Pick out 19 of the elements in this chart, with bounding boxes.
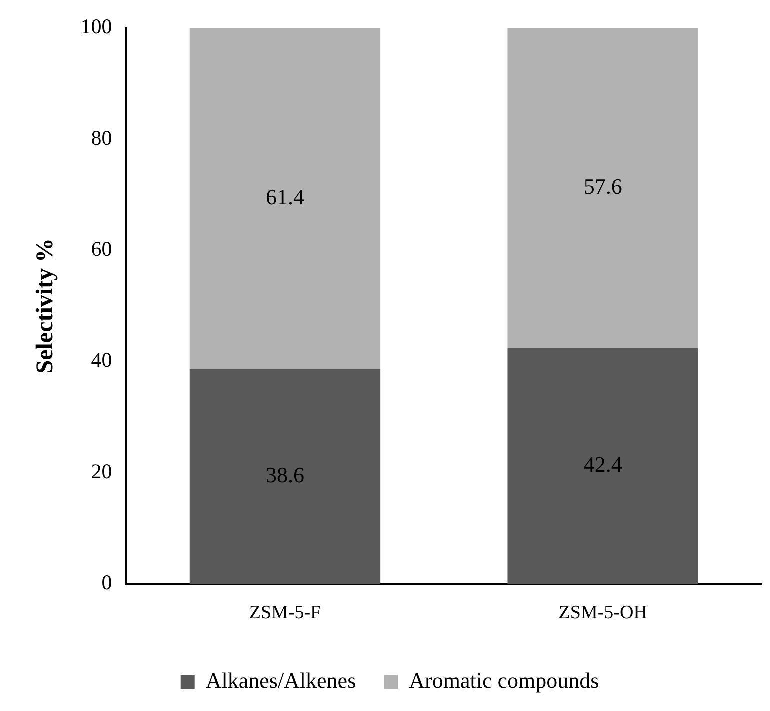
legend-label: Alkanes/Alkenes <box>206 668 356 693</box>
legend-label: Aromatic compounds <box>409 668 600 693</box>
y-tick-label: 80 <box>91 126 112 150</box>
y-tick-label: 0 <box>102 570 112 595</box>
bar <box>508 348 698 584</box>
data-label: 42.4 <box>584 452 622 478</box>
bar <box>508 28 698 348</box>
bar <box>190 370 381 584</box>
data-label: 38.6 <box>266 462 304 488</box>
y-tick-label: 40 <box>91 348 112 372</box>
data-label: 57.6 <box>584 174 622 199</box>
data-label: 61.4 <box>266 184 304 210</box>
y-tick-label: 100 <box>80 14 112 39</box>
y-tick-label: 20 <box>91 459 112 484</box>
y-axis-title: Selectivity % <box>32 238 59 374</box>
x-tick-label: ZSM-5-F <box>249 602 322 624</box>
y-tick-label: 60 <box>91 236 112 261</box>
x-tick-label: ZSM-5-OH <box>558 602 648 624</box>
bar <box>190 28 381 370</box>
